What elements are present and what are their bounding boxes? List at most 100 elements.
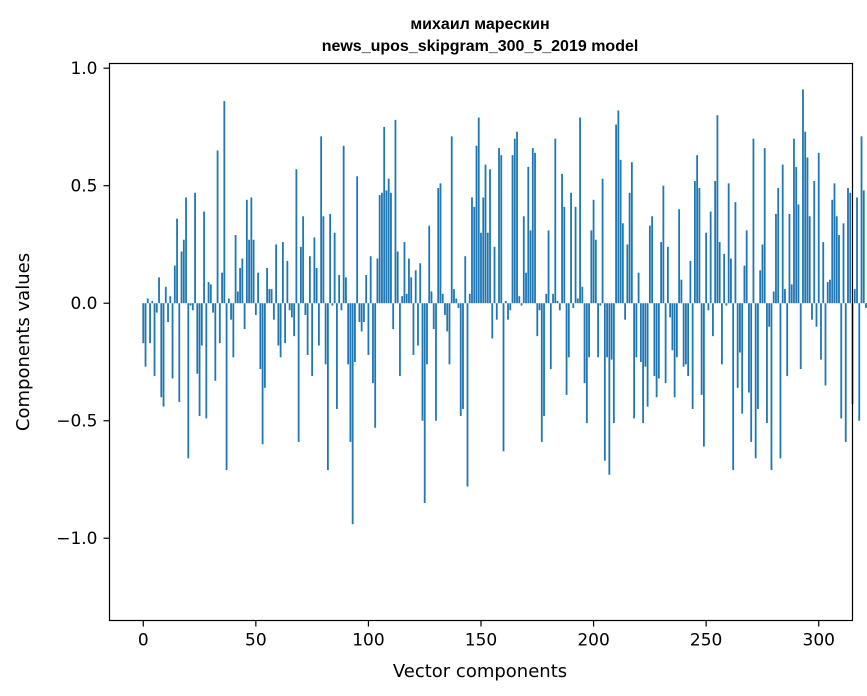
bar-82 bbox=[326, 303, 329, 471]
bar-321 bbox=[865, 303, 867, 308]
y-tick-label-0: 1.0 bbox=[70, 59, 97, 79]
bar-311 bbox=[842, 223, 845, 304]
x-tick-label-50: 50 bbox=[245, 631, 267, 651]
bar-76 bbox=[313, 237, 316, 304]
bar-88 bbox=[340, 303, 343, 311]
bar-162 bbox=[507, 303, 509, 320]
bar-223 bbox=[644, 303, 647, 367]
bar-253 bbox=[712, 303, 714, 337]
bar-244 bbox=[691, 303, 694, 409]
x-axis-ticks: 0 50 100 150 200 250 300 bbox=[138, 620, 835, 651]
bar-189 bbox=[567, 303, 570, 358]
bar-129 bbox=[432, 303, 435, 330]
bar-5 bbox=[153, 303, 156, 377]
bar-16 bbox=[178, 303, 181, 402]
bar-208 bbox=[610, 303, 613, 360]
bar-228 bbox=[655, 303, 658, 398]
bar-255 bbox=[716, 115, 719, 304]
bar-306 bbox=[831, 199, 834, 304]
bar-67 bbox=[293, 303, 296, 337]
bar-155 bbox=[491, 303, 494, 339]
bar-219 bbox=[635, 303, 638, 358]
bar-183 bbox=[554, 138, 557, 304]
bar-207 bbox=[608, 303, 611, 475]
bar-297 bbox=[811, 303, 813, 320]
bar-87 bbox=[338, 275, 341, 304]
bar-38 bbox=[227, 298, 230, 304]
bar-278 bbox=[768, 303, 771, 327]
bar-54 bbox=[263, 303, 266, 388]
bar-232 bbox=[664, 303, 667, 384]
bar-187 bbox=[563, 206, 566, 304]
bar-139 bbox=[455, 298, 458, 304]
bar-170 bbox=[525, 272, 527, 304]
bar-78 bbox=[317, 303, 320, 346]
bar-58 bbox=[272, 303, 275, 320]
bar-81 bbox=[324, 303, 327, 365]
bar-26 bbox=[200, 303, 203, 346]
bar-164 bbox=[511, 155, 514, 304]
bar-274 bbox=[759, 270, 762, 304]
bar-181 bbox=[549, 303, 552, 370]
bar-77 bbox=[315, 267, 318, 304]
bar-83 bbox=[329, 213, 332, 304]
bar-112 bbox=[394, 119, 397, 304]
bar-148 bbox=[475, 145, 478, 304]
bar-293 bbox=[802, 89, 804, 304]
bar-279 bbox=[770, 303, 773, 471]
bar-116 bbox=[403, 242, 406, 304]
bar-51 bbox=[257, 272, 260, 304]
bar-96 bbox=[358, 303, 361, 323]
bar-186 bbox=[561, 173, 563, 304]
bar-212 bbox=[619, 159, 622, 304]
bar-41 bbox=[234, 235, 237, 304]
bar-44 bbox=[241, 258, 244, 304]
bar-23 bbox=[194, 192, 196, 304]
bar-133 bbox=[441, 293, 444, 304]
bar-72 bbox=[304, 303, 307, 315]
bar-198 bbox=[588, 303, 590, 358]
bar-73 bbox=[306, 303, 309, 355]
bar-94 bbox=[354, 303, 356, 362]
bar-6 bbox=[155, 303, 158, 313]
bar-14 bbox=[173, 265, 176, 304]
bar-269 bbox=[748, 303, 750, 393]
bar-25 bbox=[198, 303, 201, 417]
bar-9 bbox=[162, 303, 165, 407]
bar-282 bbox=[777, 188, 780, 304]
bar-261 bbox=[730, 258, 732, 304]
bar-42 bbox=[236, 291, 239, 304]
bar-46 bbox=[245, 199, 248, 304]
bar-37 bbox=[225, 303, 228, 471]
bar-313 bbox=[847, 188, 849, 304]
bar-33 bbox=[216, 150, 219, 304]
bar-316 bbox=[853, 289, 856, 304]
bar-28 bbox=[205, 303, 208, 419]
bar-296 bbox=[808, 216, 811, 304]
bar-74 bbox=[308, 256, 311, 304]
bar-259 bbox=[725, 303, 728, 306]
bar-57 bbox=[270, 289, 273, 304]
bar-206 bbox=[606, 303, 608, 358]
bar-292 bbox=[799, 303, 802, 370]
bar-145 bbox=[468, 293, 471, 304]
bar-174 bbox=[534, 152, 536, 304]
bar-216 bbox=[628, 192, 631, 304]
bar-34 bbox=[218, 303, 221, 344]
bar-166 bbox=[516, 131, 518, 304]
bar-262 bbox=[732, 303, 735, 471]
bar-177 bbox=[540, 303, 543, 442]
bar-298 bbox=[813, 181, 816, 304]
bar-137 bbox=[450, 136, 453, 304]
bar-241 bbox=[684, 303, 687, 365]
bar-31 bbox=[212, 303, 214, 313]
bar-263 bbox=[734, 202, 737, 304]
plot-area-frame bbox=[108, 62, 854, 622]
bar-12 bbox=[169, 296, 172, 304]
bar-201 bbox=[594, 239, 597, 304]
bar-188 bbox=[565, 303, 568, 395]
bar-30 bbox=[209, 284, 212, 304]
y-tick-label-1: 0.5 bbox=[70, 177, 97, 197]
bar-27 bbox=[203, 211, 205, 304]
